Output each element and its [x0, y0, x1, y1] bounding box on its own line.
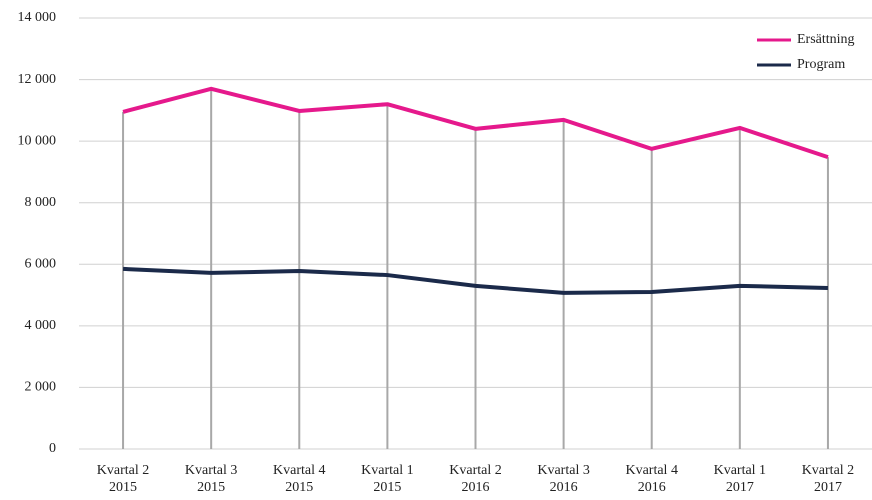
- y-tick-label: 8 000: [25, 195, 57, 210]
- x-tick-label: Kvartal 2 2016: [449, 463, 502, 495]
- x-tick-label: Kvartal 1 2015: [361, 463, 414, 495]
- legend-label: Program: [797, 57, 845, 72]
- y-tick-label: 2 000: [25, 380, 57, 395]
- series-line: [122, 266, 828, 295]
- x-tick-label: Kvartal 3 2016: [537, 463, 590, 495]
- y-tick-label: 12 000: [18, 72, 57, 87]
- legend-label: Ersättning: [797, 32, 855, 47]
- y-tick-label: 4 000: [25, 318, 57, 333]
- series-line: [122, 86, 829, 160]
- x-tick-label: Kvartal 2 2015: [96, 463, 150, 495]
- y-tick-label: 10 000: [18, 133, 57, 148]
- y-tick-label: 14 000: [18, 10, 57, 25]
- x-tick-label: Kvartal 2 2017: [801, 463, 855, 495]
- y-tick-label: 6 000: [25, 257, 57, 272]
- x-tick-label: Kvartal 3 2015: [184, 463, 238, 495]
- y-tick-label: 0: [49, 441, 56, 456]
- x-tick-label: Kvartal 1 2017: [713, 463, 767, 495]
- x-tick-label: Kvartal 4 2016: [625, 463, 678, 495]
- x-tick-label: Kvartal 4 2015: [273, 463, 326, 495]
